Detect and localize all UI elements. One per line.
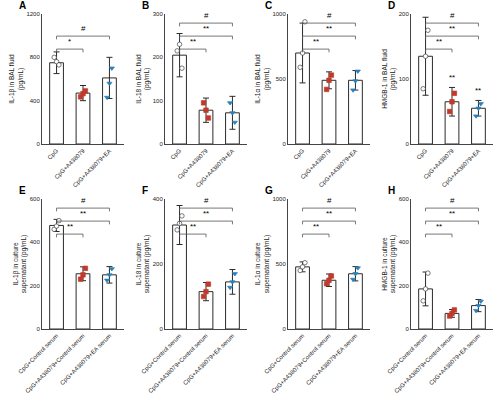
svg-text:#: # — [327, 196, 332, 205]
svg-text:CpG+Control serum: CpG+Control serum — [386, 333, 428, 375]
svg-text:CpG+A438079+Control serum: CpG+A438079+Control serum — [393, 333, 455, 395]
svg-text:400: 400 — [30, 239, 41, 245]
svg-text:400: 400 — [30, 98, 41, 104]
svg-text:**: ** — [313, 222, 319, 231]
svg-text:A: A — [19, 0, 26, 11]
svg-text:CpG+Control serum: CpG+Control serum — [263, 333, 305, 375]
svg-text:#: # — [450, 196, 455, 205]
svg-text:CpG+A438079+EA serum: CpG+A438079+EA serum — [428, 333, 481, 386]
svg-text:#: # — [81, 196, 86, 205]
svg-text:CpG+A438079+Control serum: CpG+A438079+Control serum — [270, 333, 332, 395]
svg-text:**: ** — [475, 86, 481, 95]
svg-text:**: ** — [67, 222, 73, 231]
svg-text:IL-18 in culturesupernatant (p: IL-18 in culturesupernatant (pg/mL) — [135, 235, 151, 294]
svg-text:CpG+A438079: CpG+A438079 — [422, 147, 455, 180]
svg-text:E: E — [19, 185, 26, 196]
svg-text:**: ** — [449, 24, 455, 33]
svg-text:**: ** — [313, 37, 319, 46]
svg-text:0: 0 — [159, 326, 163, 332]
svg-text:B: B — [142, 0, 149, 11]
svg-text:CpG+A438079+EA serum: CpG+A438079+EA serum — [305, 333, 358, 386]
svg-text:**: ** — [326, 24, 332, 33]
svg-text:CpG+A438079+Control serum: CpG+A438079+Control serum — [24, 333, 86, 395]
svg-text:**: ** — [190, 37, 196, 46]
svg-text:CpG+A438079+EA serum: CpG+A438079+EA serum — [182, 333, 235, 386]
svg-text:400: 400 — [153, 196, 164, 202]
svg-text:CpG+A438079+EA: CpG+A438079+EA — [318, 148, 359, 189]
svg-text:800: 800 — [30, 54, 41, 60]
svg-text:0: 0 — [36, 326, 40, 332]
svg-text:600: 600 — [30, 196, 41, 202]
svg-text:#: # — [204, 11, 209, 20]
svg-text:C: C — [265, 0, 272, 11]
svg-text:**: ** — [449, 209, 455, 218]
svg-text:**: ** — [326, 209, 332, 218]
svg-text:200: 200 — [399, 11, 410, 17]
svg-text:CpG+A438079+EA serum: CpG+A438079+EA serum — [59, 333, 112, 386]
svg-text:CpG+A438079: CpG+A438079 — [53, 147, 86, 180]
svg-text:500: 500 — [276, 76, 287, 82]
svg-text:300: 300 — [153, 11, 164, 17]
svg-text:0: 0 — [282, 326, 286, 332]
svg-text:0: 0 — [282, 141, 286, 147]
svg-text:**: ** — [203, 209, 209, 218]
svg-text:0: 0 — [405, 326, 409, 332]
svg-text:CpG+Control serum: CpG+Control serum — [140, 333, 182, 375]
svg-text:1000: 1000 — [272, 11, 286, 17]
svg-text:G: G — [265, 185, 273, 196]
svg-text:CpG: CpG — [46, 148, 59, 161]
svg-text:D: D — [388, 0, 395, 11]
svg-text:1000: 1000 — [272, 196, 286, 202]
svg-text:HMGB-1 in culturesupernatant (: HMGB-1 in culturesupernatant (pg/mL) — [381, 235, 397, 294]
svg-text:#: # — [450, 11, 455, 20]
svg-text:200: 200 — [399, 283, 410, 289]
svg-text:IL-1β in BAL fluid(pg/mL): IL-1β in BAL fluid(pg/mL) — [8, 54, 24, 104]
svg-text:200: 200 — [30, 283, 41, 289]
svg-text:CpG+A438079+EA: CpG+A438079+EA — [195, 148, 236, 189]
svg-text:IL-1α in culturesupernatant (p: IL-1α in culturesupernatant (pg/mL) — [254, 235, 270, 294]
svg-text:500: 500 — [276, 261, 287, 267]
svg-text:**: ** — [190, 222, 196, 231]
svg-text:CpG+A438079: CpG+A438079 — [299, 147, 332, 180]
svg-text:100: 100 — [153, 98, 164, 104]
svg-text:0: 0 — [159, 141, 163, 147]
svg-text:**: ** — [80, 209, 86, 218]
svg-text:CpG+Control serum: CpG+Control serum — [17, 333, 59, 375]
svg-text:200: 200 — [153, 54, 164, 60]
svg-text:**: ** — [449, 73, 455, 82]
svg-text:H: H — [388, 185, 395, 196]
svg-text:CpG: CpG — [169, 148, 182, 161]
svg-text:200: 200 — [153, 261, 164, 267]
svg-text:CpG+A438079+EA: CpG+A438079+EA — [441, 148, 482, 189]
svg-text:#: # — [81, 24, 86, 33]
svg-text:CpG+A438079+Control serum: CpG+A438079+Control serum — [147, 333, 209, 395]
svg-text:0: 0 — [36, 141, 40, 147]
svg-text:IL-1α in BAL fluid(pg/mL): IL-1α in BAL fluid(pg/mL) — [254, 54, 270, 104]
svg-text:CpG+A438079: CpG+A438079 — [176, 147, 209, 180]
svg-text:100: 100 — [399, 76, 410, 82]
svg-text:IL-1β in culturesupernatant (p: IL-1β in culturesupernatant (pg/mL) — [12, 235, 28, 294]
svg-text:HMGB-1 in BAL fluid(pg/mL): HMGB-1 in BAL fluid(pg/mL) — [381, 49, 397, 109]
svg-text:**: ** — [436, 222, 442, 231]
svg-text:1200: 1200 — [26, 11, 40, 17]
svg-text:*: * — [68, 37, 71, 46]
svg-text:IL-18 in BAL fluid(pg/mL): IL-18 in BAL fluid(pg/mL) — [135, 54, 151, 104]
svg-text:400: 400 — [399, 239, 410, 245]
svg-text:F: F — [142, 185, 148, 196]
svg-text:CpG: CpG — [415, 148, 428, 161]
svg-text:CpG+A438079+EA: CpG+A438079+EA — [72, 148, 113, 189]
svg-text:600: 600 — [399, 196, 410, 202]
svg-text:**: ** — [203, 24, 209, 33]
svg-text:#: # — [204, 196, 209, 205]
svg-text:**: ** — [436, 37, 442, 46]
svg-text:0: 0 — [405, 141, 409, 147]
svg-text:CpG: CpG — [292, 148, 305, 161]
svg-text:#: # — [327, 11, 332, 20]
